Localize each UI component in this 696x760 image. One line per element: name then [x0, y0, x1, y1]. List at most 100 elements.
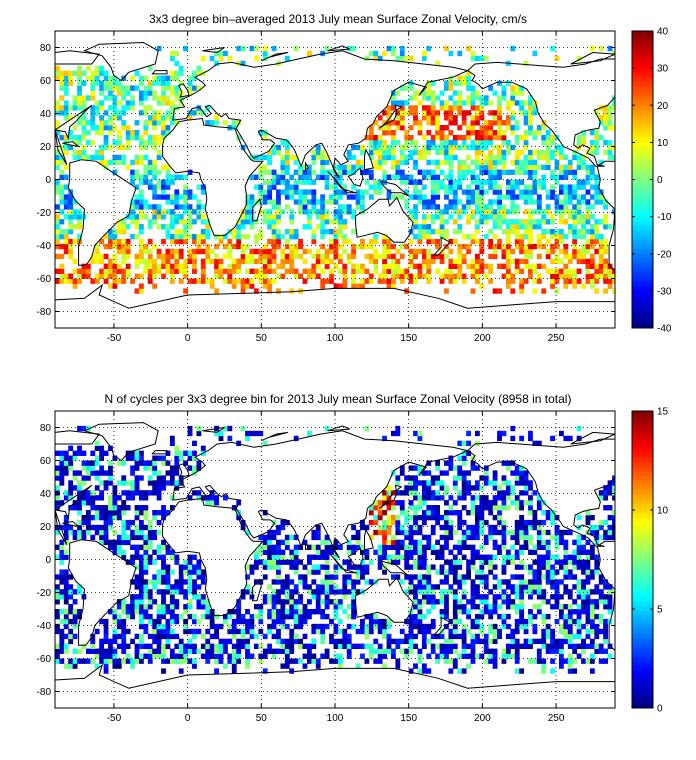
heat-cell	[196, 584, 202, 590]
heat-cell	[165, 628, 171, 635]
heat-cell	[183, 559, 189, 565]
heat-cell	[161, 609, 166, 615]
heat-cell	[147, 643, 153, 649]
heat-cell	[391, 544, 396, 550]
heat-cell	[112, 510, 118, 516]
heat-cell	[156, 549, 162, 555]
heat-cell	[386, 263, 392, 269]
heat-cell	[550, 638, 555, 645]
heat-cell	[430, 95, 436, 101]
heat-cell	[152, 110, 158, 116]
heat-cell	[355, 569, 361, 575]
heat-cell	[448, 505, 454, 511]
heat-cell	[435, 174, 441, 180]
heat-cell	[90, 514, 96, 521]
heat-cell	[262, 169, 268, 175]
heat-cell	[59, 243, 65, 250]
heat-cell	[421, 115, 427, 121]
heat-cell	[337, 209, 343, 215]
heat-cell	[475, 115, 480, 121]
heat-cell	[417, 179, 423, 185]
heat-cell	[112, 514, 118, 521]
heat-cell	[497, 219, 502, 225]
heat-cell	[63, 214, 69, 220]
heat-cell	[470, 258, 476, 265]
heat-cell	[452, 559, 458, 565]
heat-cell	[603, 618, 609, 625]
heat-cell	[205, 638, 211, 645]
heat-cell	[448, 668, 454, 674]
heat-cell	[121, 154, 127, 161]
heat-cell	[572, 554, 578, 560]
heat-cell	[519, 524, 525, 531]
heat-cell	[90, 505, 96, 511]
heat-cell	[63, 85, 69, 91]
heat-cell	[245, 648, 250, 654]
heat-cell	[333, 544, 339, 550]
heat-cell	[413, 564, 418, 570]
heat-cell	[386, 283, 392, 289]
heat-cell	[192, 253, 197, 260]
heat-cell	[452, 199, 458, 205]
heat-cell	[510, 184, 516, 190]
heat-cell	[311, 609, 317, 615]
heat-cell	[395, 519, 401, 526]
heat-cell	[112, 529, 118, 536]
heat-cell	[284, 613, 290, 620]
heat-cell	[187, 224, 193, 230]
heat-cell	[483, 534, 489, 541]
heat-cell	[209, 120, 215, 126]
heat-cell	[121, 490, 127, 496]
heat-cell	[408, 589, 414, 595]
heat-cell	[519, 490, 525, 496]
heat-cell	[457, 95, 463, 101]
heat-cell	[421, 490, 427, 496]
heat-cell	[594, 584, 600, 590]
heat-cell	[550, 510, 555, 516]
heat-cell	[452, 258, 458, 265]
heat-cell	[439, 159, 445, 166]
heat-cell	[413, 95, 418, 101]
heat-cell	[298, 179, 303, 185]
heat-cell	[479, 544, 485, 550]
heat-cell	[408, 668, 414, 674]
heat-cell	[541, 263, 547, 269]
heat-cell	[320, 204, 326, 210]
heat-cell	[421, 628, 427, 635]
heat-cell	[368, 579, 374, 585]
heat-cell	[355, 189, 361, 195]
heat-cell	[156, 510, 162, 516]
heat-cell	[121, 90, 127, 96]
heat-cell	[470, 544, 476, 550]
heat-cell	[395, 549, 401, 555]
colorbar-tick-label: 10	[657, 138, 669, 149]
heat-cell	[545, 144, 551, 151]
heat-cell	[125, 653, 131, 659]
heat-cell	[218, 648, 224, 654]
heat-cell	[448, 144, 454, 151]
heat-cell	[276, 559, 281, 565]
heat-cell	[103, 120, 109, 126]
heat-cell	[426, 169, 432, 175]
heat-cell	[161, 539, 166, 546]
heat-cell	[492, 144, 498, 151]
heat-cell	[360, 199, 365, 205]
heat-cell	[227, 55, 233, 62]
heat-cell	[572, 229, 578, 235]
heat-cell	[572, 149, 578, 156]
heat-cell	[550, 229, 555, 235]
heat-cell	[139, 204, 144, 210]
heat-cell	[253, 564, 259, 570]
heat-cell	[258, 643, 264, 649]
heat-cell	[461, 653, 467, 659]
heat-cell	[421, 663, 427, 669]
heat-cell	[236, 233, 242, 240]
heat-cell	[223, 253, 228, 260]
heat-cell	[311, 564, 317, 570]
heat-cell	[492, 574, 498, 580]
heat-cell	[152, 169, 158, 175]
heat-cell	[130, 75, 135, 81]
heat-cell	[426, 204, 432, 210]
heat-cell	[134, 564, 140, 570]
heat-cell	[99, 130, 105, 136]
